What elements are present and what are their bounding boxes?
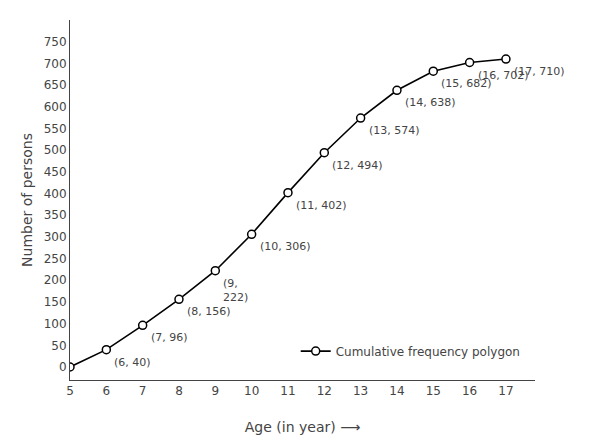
svg-text:(17, 710): (17, 710) <box>514 65 565 78</box>
svg-text:200: 200 <box>44 273 67 287</box>
svg-text:(13, 574): (13, 574) <box>369 124 420 137</box>
svg-text:150: 150 <box>44 295 67 309</box>
svg-text:7: 7 <box>139 384 147 398</box>
svg-text:8: 8 <box>175 384 183 398</box>
svg-text:14: 14 <box>389 384 404 398</box>
svg-text:(14, 638): (14, 638) <box>405 96 456 109</box>
svg-text:700: 700 <box>44 57 67 71</box>
svg-text:550: 550 <box>44 122 67 136</box>
svg-text:250: 250 <box>44 252 67 266</box>
svg-text:(8, 156): (8, 156) <box>187 305 231 318</box>
svg-text:750: 750 <box>44 35 67 49</box>
svg-text:(7, 96): (7, 96) <box>151 331 188 344</box>
svg-text:17: 17 <box>498 384 513 398</box>
svg-text:13: 13 <box>353 384 368 398</box>
svg-text:(16, 702): (16, 702) <box>478 69 529 82</box>
svg-text:(12, 494): (12, 494) <box>332 159 383 172</box>
svg-text:450: 450 <box>44 165 67 179</box>
svg-text:16: 16 <box>462 384 477 398</box>
svg-text:650: 650 <box>44 78 67 92</box>
svg-text:11: 11 <box>280 384 295 398</box>
svg-text:400: 400 <box>44 187 67 201</box>
svg-text:500: 500 <box>44 143 67 157</box>
svg-text:50: 50 <box>51 339 66 353</box>
svg-text:(10, 306): (10, 306) <box>260 240 311 253</box>
svg-text:300: 300 <box>44 230 67 244</box>
svg-text:12: 12 <box>317 384 332 398</box>
svg-text:350: 350 <box>44 208 67 222</box>
svg-text:600: 600 <box>44 100 67 114</box>
svg-text:(11, 402): (11, 402) <box>296 199 347 212</box>
svg-text:9: 9 <box>211 384 219 398</box>
svg-text:(6, 40): (6, 40) <box>114 356 151 369</box>
svg-text:Number of persons: Number of persons <box>19 133 35 267</box>
svg-text:(15, 682): (15, 682) <box>441 77 492 90</box>
svg-text:(9,222): (9,222) <box>223 277 248 304</box>
svg-text:10: 10 <box>244 384 259 398</box>
svg-text:15: 15 <box>426 384 441 398</box>
svg-text:100: 100 <box>44 317 67 331</box>
svg-text:Cumulative frequency polygon: Cumulative frequency polygon <box>336 345 520 359</box>
svg-text:6: 6 <box>103 384 111 398</box>
svg-text:Age (in year) ⟶: Age (in year) ⟶ <box>245 419 360 435</box>
svg-text:0: 0 <box>59 360 67 374</box>
svg-text:5: 5 <box>66 384 74 398</box>
